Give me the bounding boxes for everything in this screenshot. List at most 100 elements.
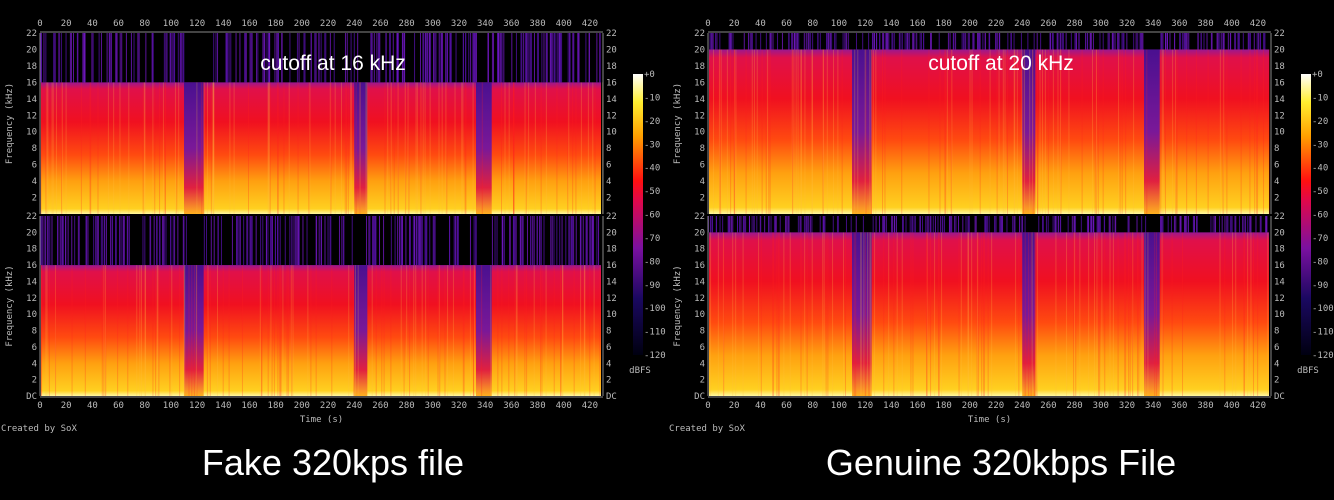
spectral-spike	[1257, 33, 1259, 50]
texture-line	[288, 82, 290, 214]
spectral-spike	[333, 33, 335, 83]
y-tick-label-right: 12	[1274, 111, 1285, 121]
spectral-spike	[264, 33, 266, 83]
spectral-spike	[40, 33, 42, 83]
spectral-spike	[454, 216, 456, 266]
texture-line	[212, 82, 214, 214]
spectral-spike	[596, 216, 598, 266]
texture-line	[589, 265, 591, 396]
texture-line	[403, 265, 405, 396]
spectral-spike	[501, 33, 503, 83]
spectral-spike	[1200, 33, 1202, 50]
spectral-spike	[163, 216, 165, 266]
texture-line	[855, 232, 857, 396]
x-tick-label: 220	[988, 401, 1004, 411]
spectral-spike	[1036, 33, 1038, 50]
texture-line	[142, 82, 144, 214]
spectral-spike	[97, 216, 99, 266]
texture-line	[268, 82, 270, 214]
texture-line	[1035, 232, 1037, 396]
texture-line	[772, 232, 774, 396]
spectral-spike	[1061, 33, 1063, 50]
x-tick-label-top: 120	[189, 19, 205, 29]
texture-line	[45, 265, 47, 396]
quiet-segment	[184, 265, 204, 396]
spectral-spike	[377, 33, 379, 83]
spectral-spike	[819, 216, 821, 233]
texture-line	[365, 82, 367, 214]
spectral-spike	[811, 216, 813, 233]
spectral-spike	[787, 216, 789, 233]
spectral-spike	[430, 33, 432, 83]
spectral-spike	[370, 33, 372, 83]
x-tick-label: 240	[1014, 401, 1030, 411]
x-tick-label: 40	[755, 401, 766, 411]
spectral-spike	[1010, 33, 1012, 50]
spectral-spike	[371, 33, 373, 83]
texture-line	[40, 82, 42, 214]
texture-line	[524, 265, 526, 396]
y-tick-label: 14	[694, 95, 705, 105]
texture-line	[329, 82, 331, 214]
texture-line	[445, 82, 447, 214]
y-tick-label: DC	[26, 392, 37, 402]
texture-line	[461, 82, 463, 214]
texture-line	[229, 82, 231, 214]
texture-line	[1031, 232, 1033, 396]
texture-line	[481, 265, 483, 396]
spectral-spike	[808, 216, 810, 233]
colorbar-tick-label: -100	[644, 304, 666, 314]
texture-line	[1207, 49, 1209, 214]
texture-line	[280, 265, 282, 396]
spectral-spike	[1056, 216, 1058, 233]
texture-line	[860, 232, 862, 396]
texture-line	[575, 82, 577, 214]
x-tick-label: 80	[139, 401, 150, 411]
texture-line	[567, 82, 569, 214]
x-tick-label: 100	[831, 401, 847, 411]
texture-line	[719, 49, 721, 214]
texture-line	[393, 82, 395, 214]
texture-line	[871, 49, 873, 214]
spectral-spike	[1086, 33, 1088, 50]
texture-line	[742, 232, 744, 396]
spectral-spike	[819, 33, 821, 50]
spectral-spike	[1006, 216, 1008, 233]
spectral-spike	[796, 33, 798, 50]
spectral-spike	[951, 216, 953, 233]
spectral-spike	[74, 216, 76, 266]
spectral-spike	[77, 33, 79, 83]
texture-line	[474, 265, 476, 396]
spectral-spike	[554, 33, 556, 83]
texture-line	[928, 49, 930, 214]
spectral-spike	[710, 33, 712, 50]
spectral-spike	[114, 216, 116, 266]
texture-line	[1162, 49, 1164, 214]
y-tick-label-right: 16	[606, 261, 617, 271]
texture-line	[735, 49, 737, 214]
spectral-spike	[775, 216, 777, 233]
spectral-spike	[1210, 216, 1212, 233]
spectral-spike	[1070, 33, 1072, 50]
y-axis-label: Frequency (kHz)	[5, 83, 15, 164]
spectral-spike	[149, 216, 151, 266]
y-tick-label: 16	[694, 261, 705, 271]
x-tick-label: 100	[163, 401, 179, 411]
spectral-spike	[845, 216, 847, 233]
texture-line	[822, 49, 824, 214]
spectral-spike	[442, 33, 444, 83]
spectral-spike	[401, 216, 403, 266]
texture-line	[592, 82, 594, 214]
spectral-spike	[775, 216, 777, 233]
texture-line	[533, 265, 535, 396]
spectral-spike	[1165, 33, 1167, 50]
spectral-spike	[729, 33, 731, 50]
spectral-spike	[919, 33, 921, 50]
spectral-spike	[855, 216, 857, 233]
spectral-spike	[231, 216, 233, 266]
spectral-spike	[892, 216, 894, 233]
spectral-spike	[1074, 216, 1076, 233]
spectral-spike	[1103, 216, 1105, 233]
spectral-spike	[96, 216, 98, 266]
